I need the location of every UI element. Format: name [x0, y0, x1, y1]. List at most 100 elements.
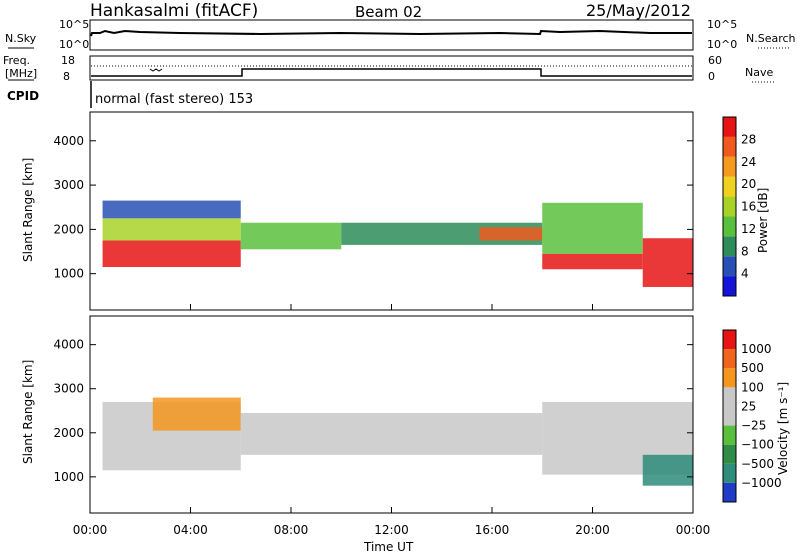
power-colorbar-swatch-2	[723, 236, 736, 257]
time-tick-label-4: 16:00	[475, 523, 510, 537]
freq-left-tick-bottom: 8	[63, 70, 70, 83]
freq-left-label-1: Freq.	[3, 54, 30, 67]
noise-left-label: N.Sky	[5, 32, 37, 45]
power-colorbar: 4 8 12 16 20 24 28	[722, 116, 756, 297]
station-title: Hankasalmi (fitACF)	[90, 1, 258, 21]
cpid-text: normal (fast stereo) 153	[95, 92, 253, 107]
power-colorbar-tick-6: 28	[741, 132, 756, 146]
velocity-colorbar-tick-0: 1000	[741, 342, 772, 356]
noise-sky-series	[90, 29, 692, 37]
velocity-panel: 1000 2000 3000 4000 Slant Range [km] 1000 50…	[21, 315, 790, 514]
velocity-colorbar-swatch-3	[723, 425, 736, 445]
power-data	[102, 200, 693, 287]
cpid-panel: CPID normal (fast stereo) 153	[7, 81, 253, 108]
velocity-colorbar-swatch-2	[723, 444, 736, 464]
time-tick-label-0: 00:00	[73, 523, 108, 537]
power-colorbar-tick-5: 24	[741, 155, 756, 169]
beam-title: Beam 02	[355, 3, 422, 21]
noise-right-tick-bottom: 10^0	[707, 38, 737, 51]
freq-glitch-mark	[149, 68, 163, 72]
time-tick-label-3: 12:00	[374, 523, 409, 537]
power-band-8	[642, 238, 693, 287]
velocity-colorbar-tick-6: −500	[741, 457, 774, 471]
power-colorbar-swatch-4	[723, 196, 736, 217]
power-colorbar-swatch-3	[723, 216, 736, 237]
velocity-colorbar-swatch-0	[723, 482, 736, 502]
freq-left-label-2: [MHz]	[5, 67, 37, 80]
power-colorbar-tick-1: 8	[741, 244, 749, 258]
power-colorbar-label: Power [dB]	[756, 188, 770, 253]
velocity-colorbar-swatch-6	[723, 368, 736, 388]
velocity-colorbar-label: Velocity [m s⁻¹]	[776, 382, 790, 475]
power-colorbar-tick-4: 20	[741, 177, 756, 191]
noise-right-label: N.Search	[746, 32, 796, 45]
velocity-data	[102, 397, 693, 486]
velocity-ytick-label-0: 1000	[53, 470, 84, 484]
velocity-ytick-label-2: 3000	[53, 382, 84, 396]
velocity-yaxis: 1000 2000 3000 4000	[53, 338, 694, 513]
power-band-0	[102, 240, 241, 268]
noise-panel: N.Sky 10^5 10^0 10^5 10^0 N.Search	[5, 18, 796, 51]
power-colorbar-tick-3: 16	[741, 200, 756, 214]
power-colorbar-swatch-1	[723, 256, 736, 277]
freq-left-tick-top: 18	[61, 54, 75, 67]
freq-series	[91, 68, 692, 77]
power-band-3	[240, 222, 342, 250]
date-title: 25/May/2012	[586, 1, 691, 20]
power-colorbar-swatch-8	[723, 117, 736, 137]
power-colorbar-swatch-7	[723, 136, 736, 157]
velocity-colorbar: 1000 500 100 25 −25 −100 −500 −1000	[722, 329, 782, 503]
power-ytick-label-3: 4000	[53, 134, 84, 148]
time-tick-label-5: 20:00	[575, 523, 610, 537]
power-colorbar-tick-2: 12	[741, 222, 756, 236]
velocity-band-1	[152, 397, 241, 431]
time-axis: 00:00 04:00 08:00 12:00 16:00 20:00 00:00	[73, 523, 711, 537]
velocity-colorbar-swatch-4	[723, 406, 736, 426]
velocity-colorbar-tick-5: −100	[741, 438, 774, 452]
freq-panel-frame	[89, 55, 694, 81]
power-band-1	[102, 218, 241, 241]
time-tick-label-2: 08:00	[274, 523, 309, 537]
power-band-2	[102, 200, 241, 219]
time-tick-label-1: 04:00	[173, 523, 208, 537]
cpid-label: CPID	[7, 89, 39, 103]
velocity-colorbar-tick-3: 25	[741, 399, 756, 413]
velocity-colorbar-swatch-7	[723, 349, 736, 369]
velocity-colorbar-tick-4: −25	[741, 419, 766, 433]
velocity-colorbar-swatch-5	[723, 387, 736, 407]
noise-left-tick-top: 10^5	[59, 18, 89, 31]
power-band-7	[542, 202, 643, 254]
velocity-colorbar-swatch-8	[723, 330, 736, 350]
power-ytick-label-1: 2000	[53, 222, 84, 236]
velocity-band-4	[642, 454, 693, 486]
power-colorbar-tick-0: 4	[741, 267, 749, 281]
velocity-colorbar-tick-1: 500	[741, 361, 764, 375]
velocity-ytick-label-3: 4000	[53, 338, 84, 352]
noise-left-tick-bottom: 10^0	[59, 38, 89, 51]
velocity-colorbar-frame	[722, 329, 737, 503]
velocity-band-2	[240, 412, 543, 455]
power-ytick-label-0: 1000	[53, 267, 84, 281]
freq-right-tick-top: 60	[708, 54, 722, 67]
power-colorbar-frame	[722, 116, 737, 297]
freq-right-tick-bottom: 0	[708, 70, 715, 83]
power-colorbar-swatch-6	[723, 156, 736, 177]
power-ylabel: Slant Range [km]	[21, 158, 35, 262]
power-band-6	[542, 253, 643, 270]
velocity-colorbar-tick-7: −1000	[741, 476, 782, 490]
power-yaxis: 1000 2000 3000 4000	[53, 134, 694, 310]
power-colorbar-swatch-0	[723, 276, 736, 296]
velocity-ylabel: Slant Range [km]	[21, 360, 35, 464]
noise-panel-frame	[89, 19, 694, 51]
time-tick-label-6: 00:00	[676, 523, 711, 537]
velocity-colorbar-tick-2: 100	[741, 380, 764, 394]
power-colorbar-swatch-5	[723, 176, 736, 197]
freq-panel: Freq. [MHz] 18 8 60 0 Nave	[3, 54, 774, 83]
nave-label: Nave	[745, 66, 773, 79]
time-axis-label: Time UT	[363, 540, 414, 554]
velocity-colorbar-swatch-1	[723, 463, 736, 483]
power-panel: 1000 2000 3000 4000 Slant Range [km] 4 8 12 16…	[21, 111, 770, 311]
velocity-ytick-label-1: 2000	[53, 426, 84, 440]
power-band-5	[479, 227, 543, 241]
